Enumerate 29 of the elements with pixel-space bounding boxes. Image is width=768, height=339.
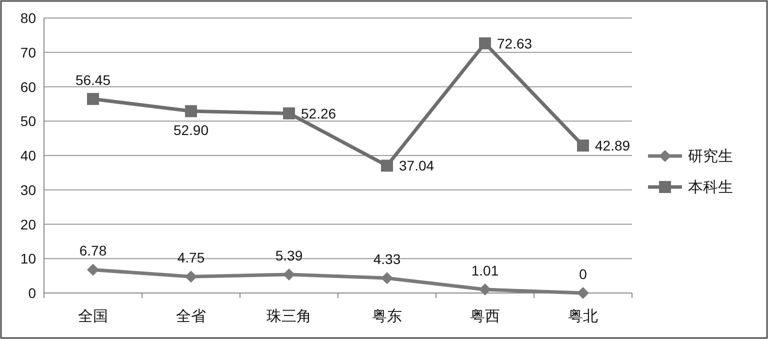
y-tick-label: 0	[28, 285, 36, 301]
x-tick-label: 粤东	[372, 308, 402, 325]
legend-label: 研究生	[688, 148, 733, 165]
x-tick-label: 粤北	[568, 308, 598, 325]
data-label: 1.01	[471, 262, 499, 279]
y-tick-label: 40	[20, 148, 36, 164]
legend-label: 本科生	[688, 179, 733, 196]
data-label: 4.33	[373, 251, 401, 268]
x-tick-label: 全省	[176, 308, 206, 325]
data-label: 72.63	[497, 35, 532, 52]
data-label: 52.26	[301, 105, 336, 122]
y-tick-label: 60	[20, 78, 36, 95]
y-tick-label: 20	[20, 216, 36, 232]
x-tick-label: 珠三角	[266, 308, 312, 325]
data-label: 5.39	[275, 247, 303, 264]
data-label: 37.04	[399, 158, 434, 174]
data-label: 42.89	[595, 138, 630, 154]
data-label: 4.75	[177, 250, 205, 266]
y-tick-label: 30	[20, 182, 36, 198]
x-tick-label: 全国	[78, 308, 108, 325]
data-label: 0	[579, 266, 588, 282]
data-label: 52.90	[173, 122, 209, 138]
x-tick-label: 粤西	[470, 308, 500, 325]
y-tick-label: 10	[20, 250, 36, 267]
y-tick-label: 80	[20, 10, 36, 26]
data-label: 6.78	[79, 242, 107, 259]
y-tick-label: 70	[20, 44, 36, 60]
data-label: 56.45	[75, 72, 111, 88]
y-tick-label: 50	[20, 113, 36, 130]
